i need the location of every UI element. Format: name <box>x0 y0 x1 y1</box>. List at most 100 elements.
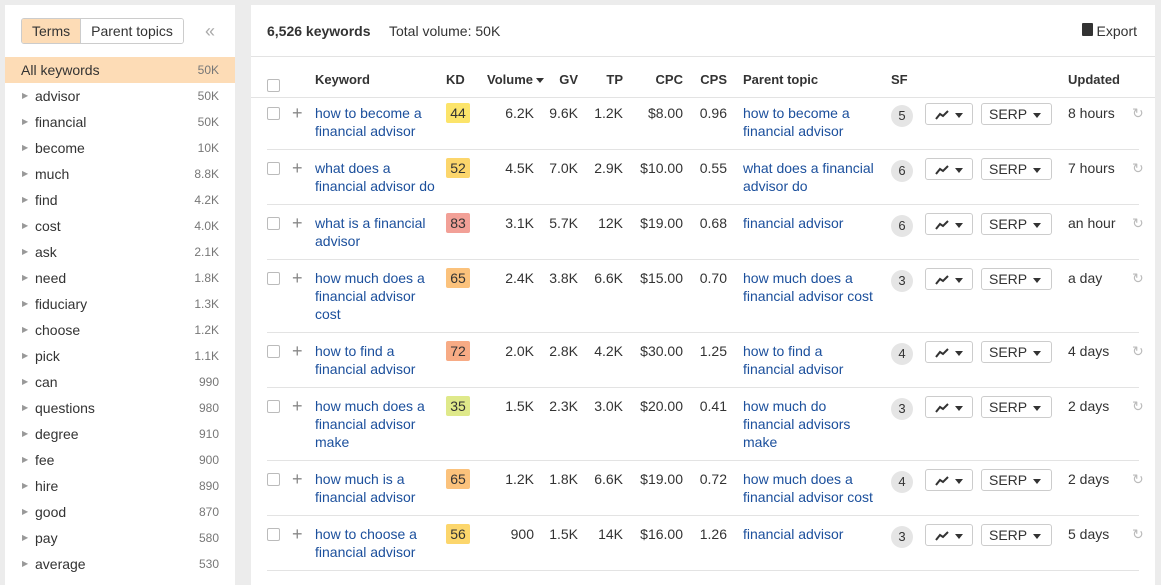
column-title[interactable]: Updated <box>1068 72 1120 87</box>
tab[interactable]: Parent topics <box>81 19 183 43</box>
trend-button[interactable] <box>925 524 973 546</box>
term-item[interactable]: ▶ fiduciary 1.3K <box>5 291 235 317</box>
column-title[interactable]: CPS <box>700 72 727 87</box>
expand-arrow[interactable]: ▶ <box>22 377 29 386</box>
term-item[interactable]: ▶ questions 980 <box>5 395 235 421</box>
parent-topic-link[interactable]: how to find a financial advisor <box>743 343 844 377</box>
export-button[interactable]: Export <box>1096 23 1137 39</box>
parent-topic-link[interactable]: financial advisor <box>743 526 844 542</box>
expand-arrow[interactable]: ▶ <box>22 117 29 126</box>
column-title[interactable]: Keyword <box>315 72 370 87</box>
trend-button[interactable] <box>925 158 973 180</box>
column-title[interactable]: SF <box>891 72 908 87</box>
column-title[interactable]: Parent topic <box>743 72 819 87</box>
expand-arrow[interactable]: ▶ <box>22 429 29 438</box>
parent-topic-link[interactable]: what does a financial advisor do <box>743 160 874 194</box>
term-item[interactable]: ▶ average 530 <box>5 551 235 577</box>
term-item[interactable]: ▶ pick 1.1K <box>5 343 235 369</box>
tab[interactable]: Terms <box>22 19 82 43</box>
keyword-link[interactable]: how to find a financial advisor <box>315 343 416 377</box>
expand-arrow[interactable]: ▶ <box>22 559 29 568</box>
export-icon[interactable] <box>1082 23 1093 36</box>
term-item[interactable]: ▶ advisor 50K <box>5 83 235 109</box>
term-item[interactable]: ▶ choose 1.2K <box>5 317 235 343</box>
serp-button[interactable]: SERP <box>981 396 1052 418</box>
keyword-link[interactable]: how much does a financial advisor make <box>315 398 425 450</box>
serp-button[interactable]: SERP <box>981 469 1052 491</box>
term-item[interactable]: ▶ fee 900 <box>5 447 235 473</box>
parent-topic-link[interactable]: how much does a financial advisor cost <box>743 471 873 505</box>
add-icon[interactable]: + <box>292 268 303 288</box>
serp-button[interactable]: SERP <box>981 524 1052 546</box>
expand-arrow[interactable]: ▶ <box>22 325 29 334</box>
term-item[interactable]: All keywords 50K <box>5 57 235 83</box>
expand-arrow[interactable]: ▶ <box>22 351 29 360</box>
keyword-link[interactable]: what is a financial advisor <box>315 215 426 249</box>
term-item[interactable]: ▶ can 990 <box>5 369 235 395</box>
refresh-icon[interactable]: ↻ <box>1132 398 1144 414</box>
refresh-icon[interactable]: ↻ <box>1132 471 1144 487</box>
term-item[interactable]: ▶ ask 2.1K <box>5 239 235 265</box>
trend-button[interactable] <box>925 469 973 491</box>
checkbox[interactable] <box>267 400 280 413</box>
refresh-icon[interactable]: ↻ <box>1132 526 1144 542</box>
term-item[interactable]: ▶ good 870 <box>5 499 235 525</box>
expand-arrow[interactable]: ▶ <box>22 273 29 282</box>
keyword-link[interactable]: what does a financial advisor do <box>315 160 435 194</box>
trend-button[interactable] <box>925 396 973 418</box>
term-item[interactable]: ▶ find 4.2K <box>5 187 235 213</box>
expand-arrow[interactable]: ▶ <box>22 221 29 230</box>
keyword-link[interactable]: how much is a financial advisor <box>315 471 416 505</box>
term-item[interactable]: ▶ financial 50K <box>5 109 235 135</box>
trend-button[interactable] <box>925 268 973 290</box>
term-item[interactable]: ▶ cost 4.0K <box>5 213 235 239</box>
checkbox[interactable] <box>267 473 280 486</box>
refresh-icon[interactable]: ↻ <box>1132 270 1144 286</box>
term-item[interactable]: ▶ much 8.8K <box>5 161 235 187</box>
expand-arrow[interactable]: ▶ <box>22 455 29 464</box>
keyword-link[interactable]: how much does a financial advisor cost <box>315 270 425 322</box>
add-icon[interactable]: + <box>292 469 303 489</box>
column-title[interactable]: KD <box>446 72 465 87</box>
expand-arrow[interactable]: ▶ <box>22 403 29 412</box>
expand-arrow[interactable]: ▶ <box>22 143 29 152</box>
add-icon[interactable]: + <box>292 341 303 361</box>
refresh-icon[interactable]: ↻ <box>1132 105 1144 121</box>
term-item[interactable]: ▶ hire 890 <box>5 473 235 499</box>
expand-arrow[interactable]: ▶ <box>22 169 29 178</box>
trend-button[interactable] <box>925 213 973 235</box>
term-item[interactable]: ▶ pay 580 <box>5 525 235 551</box>
checkbox[interactable] <box>267 528 280 541</box>
add-icon[interactable]: + <box>292 524 303 544</box>
column-title[interactable]: GV <box>559 72 578 87</box>
expand-arrow[interactable]: ▶ <box>22 507 29 516</box>
column-title[interactable]: Volume <box>486 63 544 97</box>
parent-topic-link[interactable]: how to become a financial advisor <box>743 105 850 139</box>
serp-button[interactable]: SERP <box>981 158 1052 180</box>
expand-arrow[interactable]: ▶ <box>22 195 29 204</box>
checkbox[interactable] <box>267 162 280 175</box>
expand-arrow[interactable]: ▶ <box>22 91 29 100</box>
keyword-link[interactable]: how to choose a financial advisor <box>315 526 417 560</box>
checkbox[interactable] <box>267 107 280 120</box>
checkbox[interactable] <box>267 345 280 358</box>
checkbox[interactable] <box>267 272 280 285</box>
expand-arrow[interactable]: ▶ <box>22 481 29 490</box>
term-item[interactable]: ▶ need 1.8K <box>5 265 235 291</box>
serp-button[interactable]: SERP <box>981 341 1052 363</box>
parent-topic-link[interactable]: how much does a financial advisor cost <box>743 270 873 304</box>
column-title[interactable]: TP <box>606 72 623 87</box>
trend-button[interactable] <box>925 341 973 363</box>
term-item[interactable]: ▶ become 10K <box>5 135 235 161</box>
keyword-link[interactable]: how to become a financial advisor <box>315 105 422 139</box>
add-icon[interactable]: + <box>292 213 303 233</box>
serp-button[interactable]: SERP <box>981 268 1052 290</box>
checkbox[interactable] <box>267 79 280 92</box>
expand-arrow[interactable]: ▶ <box>22 533 29 542</box>
refresh-icon[interactable]: ↻ <box>1132 160 1144 176</box>
expand-arrow[interactable]: ▶ <box>22 247 29 256</box>
expand-arrow[interactable]: ▶ <box>22 299 29 308</box>
collapse-icon[interactable]: « <box>205 21 216 41</box>
add-icon[interactable]: + <box>292 158 303 178</box>
add-icon[interactable]: + <box>292 396 303 416</box>
